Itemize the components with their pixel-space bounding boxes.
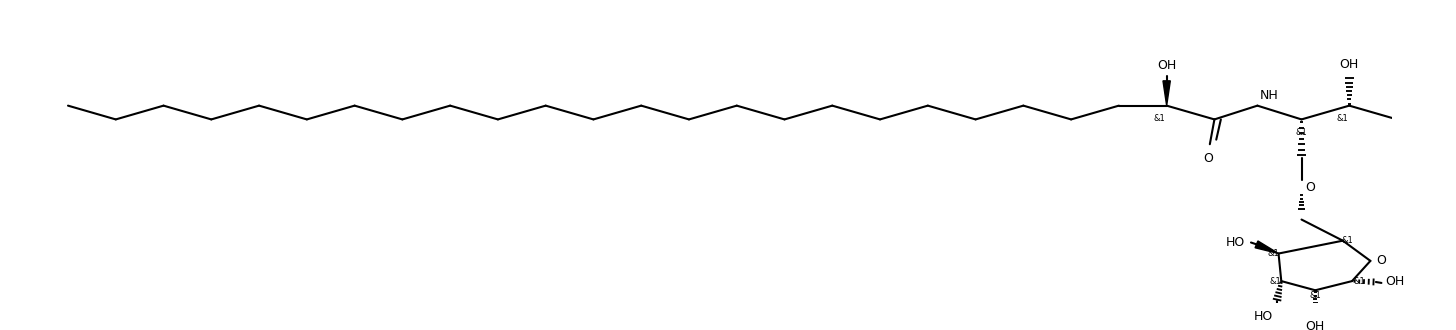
Text: NH: NH <box>1259 89 1278 102</box>
Text: &1: &1 <box>1341 236 1353 245</box>
Text: OH: OH <box>1306 320 1325 330</box>
Text: HO: HO <box>1254 311 1273 323</box>
Polygon shape <box>1255 241 1278 253</box>
Text: O: O <box>1203 152 1213 165</box>
Text: &1: &1 <box>1309 291 1321 300</box>
Text: &1: &1 <box>1354 277 1366 285</box>
Text: &1: &1 <box>1267 249 1278 258</box>
Text: &1: &1 <box>1296 128 1307 137</box>
Text: OH: OH <box>1385 275 1405 287</box>
Text: O: O <box>1376 254 1386 267</box>
Polygon shape <box>1163 81 1171 106</box>
Text: HO: HO <box>1226 236 1245 249</box>
Text: O: O <box>1305 181 1315 194</box>
Text: OH: OH <box>1158 59 1176 72</box>
Text: &1: &1 <box>1153 114 1165 123</box>
Text: &1: &1 <box>1337 114 1348 123</box>
Text: OH: OH <box>1340 58 1358 71</box>
Text: &1: &1 <box>1270 277 1281 285</box>
